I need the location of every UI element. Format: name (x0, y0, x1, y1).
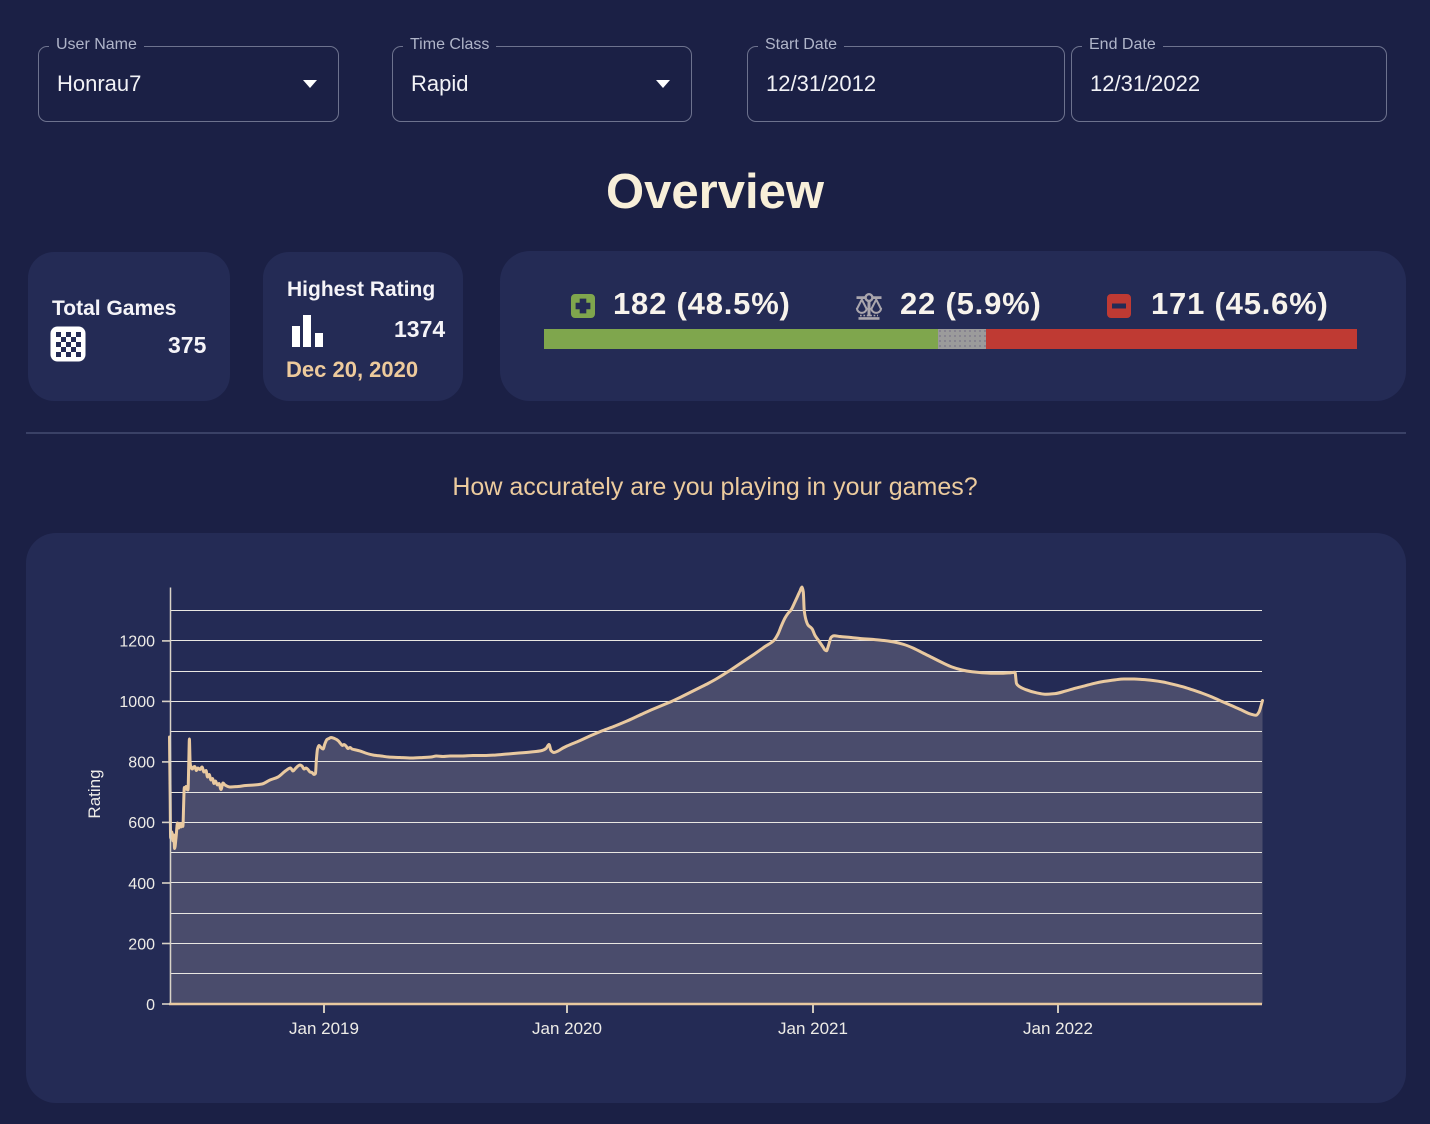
svg-text:400: 400 (128, 876, 155, 893)
svg-text:Jan 2019: Jan 2019 (289, 1019, 359, 1038)
svg-text:Jan 2022: Jan 2022 (1023, 1019, 1093, 1038)
svg-text:0: 0 (146, 997, 155, 1014)
svg-text:Rating: Rating (85, 769, 104, 818)
svg-text:1000: 1000 (119, 694, 155, 711)
svg-text:Jan 2021: Jan 2021 (778, 1019, 848, 1038)
svg-text:200: 200 (128, 936, 155, 953)
svg-text:Jan 2020: Jan 2020 (532, 1019, 602, 1038)
svg-text:600: 600 (128, 815, 155, 832)
svg-text:1200: 1200 (119, 634, 155, 651)
svg-text:800: 800 (128, 755, 155, 772)
